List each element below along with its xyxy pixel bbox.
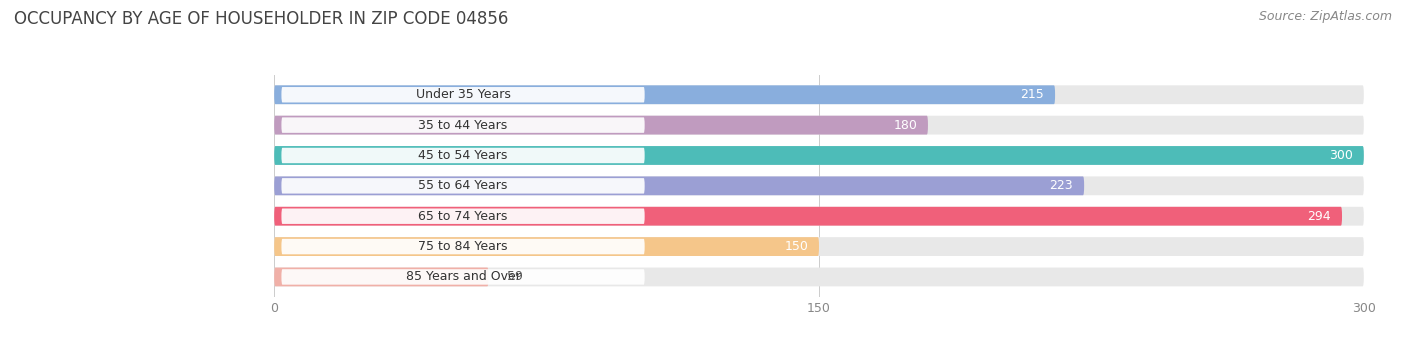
Text: 65 to 74 Years: 65 to 74 Years — [419, 210, 508, 223]
Text: 300: 300 — [1329, 149, 1353, 162]
Text: 180: 180 — [893, 119, 917, 132]
Text: 85 Years and Over: 85 Years and Over — [405, 270, 520, 283]
FancyBboxPatch shape — [274, 85, 1054, 104]
Text: 150: 150 — [785, 240, 808, 253]
FancyBboxPatch shape — [274, 237, 1364, 256]
Text: OCCUPANCY BY AGE OF HOUSEHOLDER IN ZIP CODE 04856: OCCUPANCY BY AGE OF HOUSEHOLDER IN ZIP C… — [14, 10, 509, 28]
FancyBboxPatch shape — [274, 268, 1364, 286]
Text: 35 to 44 Years: 35 to 44 Years — [419, 119, 508, 132]
FancyBboxPatch shape — [274, 116, 1364, 135]
FancyBboxPatch shape — [274, 268, 488, 286]
FancyBboxPatch shape — [274, 146, 1364, 165]
FancyBboxPatch shape — [274, 146, 1364, 165]
FancyBboxPatch shape — [281, 148, 645, 163]
Text: 45 to 54 Years: 45 to 54 Years — [419, 149, 508, 162]
Text: 294: 294 — [1308, 210, 1331, 223]
FancyBboxPatch shape — [281, 117, 645, 133]
FancyBboxPatch shape — [274, 85, 1364, 104]
FancyBboxPatch shape — [281, 269, 645, 285]
FancyBboxPatch shape — [281, 87, 645, 103]
FancyBboxPatch shape — [274, 207, 1343, 226]
FancyBboxPatch shape — [274, 207, 1364, 226]
Text: 215: 215 — [1021, 88, 1045, 101]
Text: 55 to 64 Years: 55 to 64 Years — [419, 179, 508, 192]
FancyBboxPatch shape — [274, 176, 1364, 195]
Text: 223: 223 — [1050, 179, 1073, 192]
Text: 59: 59 — [506, 270, 523, 283]
FancyBboxPatch shape — [281, 178, 645, 194]
FancyBboxPatch shape — [274, 116, 928, 135]
FancyBboxPatch shape — [274, 237, 818, 256]
FancyBboxPatch shape — [274, 176, 1084, 195]
Text: 75 to 84 Years: 75 to 84 Years — [419, 240, 508, 253]
Text: Under 35 Years: Under 35 Years — [416, 88, 510, 101]
FancyBboxPatch shape — [281, 208, 645, 224]
Text: Source: ZipAtlas.com: Source: ZipAtlas.com — [1258, 10, 1392, 23]
FancyBboxPatch shape — [281, 239, 645, 254]
